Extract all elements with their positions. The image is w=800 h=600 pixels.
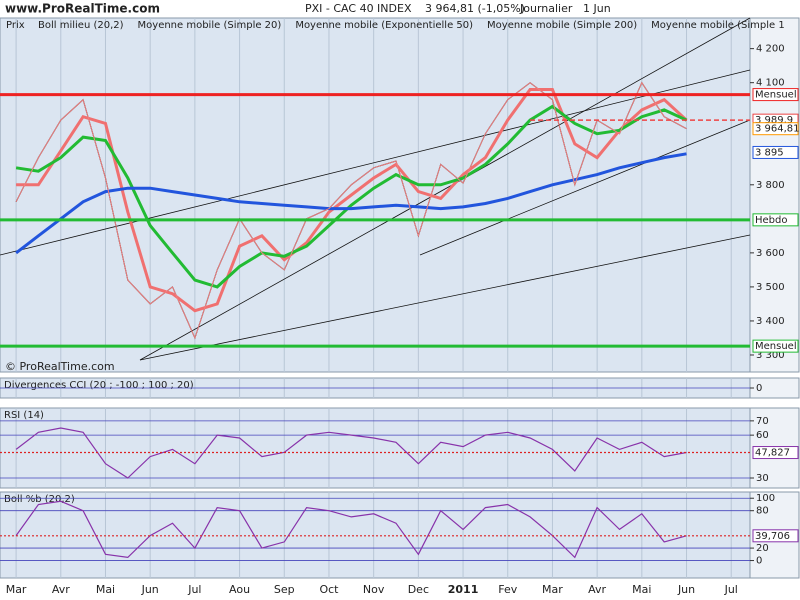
x-tick-label: Mar [6, 583, 27, 596]
panel [0, 407, 751, 489]
level-label: 3 964,81 [755, 124, 800, 135]
y-tick-label: 80 [756, 506, 769, 517]
x-tick-label: Avr [588, 583, 606, 596]
instrument: PXI - CAC 40 INDEX [305, 2, 412, 15]
x-tick-label: Dec [408, 583, 429, 596]
y-tick-label: 3 300 [756, 350, 785, 361]
panel-title: Boll %b (20,2) [4, 494, 75, 505]
y-tick-label: 100 [756, 493, 775, 504]
x-tick-label: Nov [363, 583, 385, 596]
current-badge [752, 529, 799, 543]
series-line [15, 500, 687, 559]
x-tick-label: Jul [187, 583, 201, 596]
x-tick-label: 2011 [448, 583, 479, 596]
legend-entry: Moyenne mobile (Simple 200) [487, 20, 637, 31]
current-badge [752, 446, 799, 460]
panel-title: RSI (14) [4, 410, 44, 421]
period: Journalier [519, 2, 573, 15]
y-tick-label: 3 500 [756, 282, 785, 293]
watermark: © ProRealTime.com [5, 360, 115, 373]
site: www.ProRealTime.com [5, 2, 160, 16]
axis-area [749, 17, 800, 373]
quote: 3 964,81 (-1,05%) [425, 2, 525, 15]
panel [0, 17, 751, 373]
legend-entry: Moyenne mobile (Simple 1 [651, 20, 785, 31]
x-tick-label: Jun [677, 583, 695, 596]
y-tick-label: 70 [756, 416, 769, 427]
x-tick-label: Mai [632, 583, 651, 596]
x-tick-label: Jun [141, 583, 159, 596]
x-tick-label: Jul [724, 583, 738, 596]
series-line [15, 81, 687, 340]
level-label: 3 989,9 [755, 115, 793, 126]
trend-line [139, 17, 751, 361]
x-tick-label: Sep [274, 583, 295, 596]
trend-line [139, 234, 751, 361]
x-tick-label: Fev [498, 583, 517, 596]
level-badge [752, 145, 799, 159]
level-badge [752, 339, 799, 353]
series-line [16, 88, 688, 313]
panel [0, 491, 751, 579]
legend-entry: Prix [6, 20, 25, 31]
y-tick-label: 0 [756, 556, 762, 567]
y-tick-label: 30 [756, 473, 769, 484]
x-tick-label: Avr [52, 583, 70, 596]
panel-title: Divergences CCI (20 ; -100 ; 100 ; 20) [4, 380, 194, 391]
series-line [15, 427, 687, 479]
legend-entry: Moyenne mobile (Exponentielle 50) [295, 20, 473, 31]
y-tick-label: 3 800 [756, 180, 785, 191]
current-label: 47,827 [755, 448, 790, 459]
x-tick-label: Oct [319, 583, 339, 596]
level-badge [752, 213, 799, 227]
y-tick-label: 20 [756, 543, 769, 554]
trend-line [0, 69, 751, 256]
trend-line [419, 119, 751, 256]
level-label: 3 895 [755, 147, 784, 158]
y-tick-label: 3 600 [756, 248, 785, 259]
y-tick-label: 4 100 [756, 78, 785, 89]
level-label: Hebdo [755, 215, 788, 226]
y-tick-label: 0 [756, 383, 762, 394]
level-badge [752, 88, 799, 102]
legend-entry: Moyenne mobile (Simple 20) [138, 20, 282, 31]
y-tick-label: 4 200 [756, 44, 785, 55]
series-line [15, 152, 687, 255]
x-tick-label: Aou [229, 583, 250, 596]
y-tick-label: 60 [756, 430, 769, 441]
x-tick-label: Mar [542, 583, 563, 596]
current-label: 39,706 [755, 531, 790, 542]
level-label: Mensuel [755, 90, 797, 101]
series-line [15, 104, 688, 289]
x-tick-label: Mai [96, 583, 115, 596]
level-label: Mensuel [755, 341, 797, 352]
legend-entry: Boll milieu (20,2) [38, 20, 124, 31]
date: 1 Jun [583, 2, 611, 15]
y-tick-label: 3 400 [756, 316, 785, 327]
level-badge [752, 122, 799, 136]
